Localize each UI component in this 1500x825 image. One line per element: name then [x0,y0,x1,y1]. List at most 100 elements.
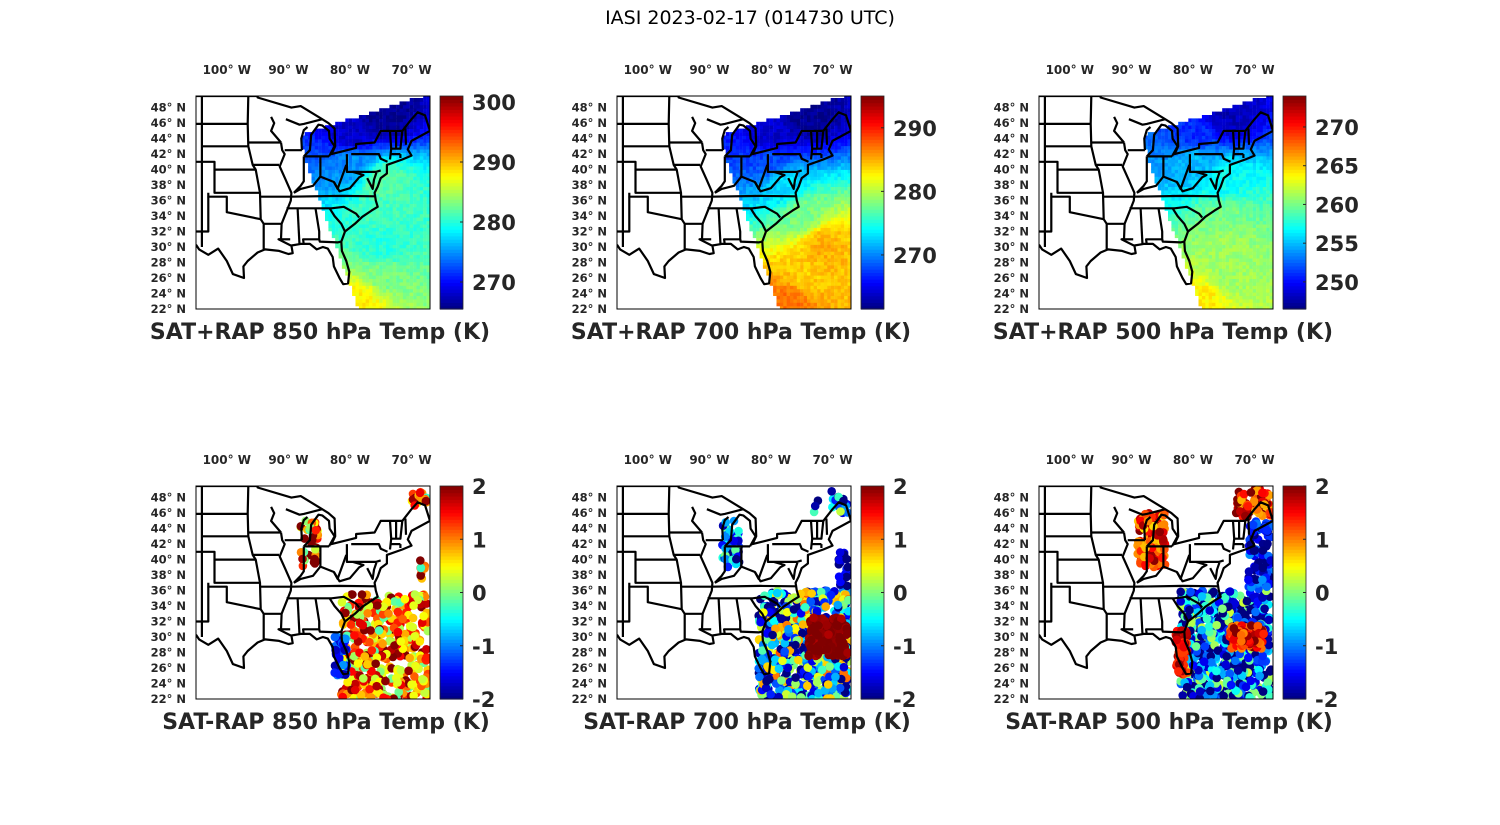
swath-cell [372,251,376,256]
swath-cell [348,268,353,273]
swath-cell [389,108,393,112]
swath-cell [820,179,825,184]
swath-cell [372,149,376,153]
swath-cell [369,162,373,167]
swath-cell [746,210,750,215]
swath-cell [382,183,387,187]
swath-cell [1208,254,1213,259]
swath-cell [827,254,831,259]
swath-cell [807,258,811,262]
swath-cell [769,135,774,140]
swath-cell [830,285,835,290]
swath-cell [1269,176,1273,181]
swath-cell [1229,200,1233,204]
swath-cell [402,200,407,204]
swath-cell [762,200,767,204]
swath-cell [725,159,730,164]
swath-cell [406,207,410,211]
swath-cell [392,241,397,245]
swath-cell [796,115,801,119]
swath-cell [348,227,353,232]
swath-cell [372,237,376,242]
swath-cell [796,190,801,194]
swath-cell [362,234,366,239]
colorbar-segment [861,285,884,290]
swath-cell [1269,251,1273,256]
lat-tick-label: 22° N [151,302,186,316]
swath-cell [1262,278,1267,283]
swath-cell [372,292,376,296]
swath-cell [776,186,781,191]
swath-cell [386,145,390,150]
swath-cell [375,237,380,242]
swath-cell [1222,278,1226,283]
swath-cell [1195,285,1199,290]
swath-cell [358,282,363,286]
swath-cell [1222,179,1226,184]
swath-cell [1188,224,1192,228]
swath-cell [372,111,376,116]
swath-cell [756,237,760,242]
swath-cell [1266,265,1270,269]
swath-cell [1184,237,1189,242]
swath-cell [776,179,781,184]
swath-cell [810,237,814,242]
swath-cell [413,132,417,136]
swath-cell [338,196,343,201]
swath-cell [1266,200,1270,204]
swath-cell [830,98,835,102]
swath-cell [382,149,387,153]
swath-cell [1188,251,1192,256]
swath-cell [1215,282,1219,286]
swath-cell [402,220,407,225]
swath-cell [413,138,417,143]
swath-cell [776,244,781,249]
swath-cell [423,220,427,225]
swath-cell [345,251,349,256]
swath-cell [365,179,370,184]
swath-cell [779,200,784,204]
boundary-line [739,239,763,244]
swath-cell [834,227,838,232]
swath-cell [413,128,417,133]
swath-cell [803,247,808,252]
swath-cell [406,224,410,228]
swath-cell [783,282,787,286]
swath-cell [328,162,332,167]
swath-cell [1174,217,1179,222]
swath-cell [779,282,784,286]
swath-cell [417,309,421,313]
swath-cell [386,149,390,153]
swath-cell [769,166,774,170]
swath-cell [345,217,349,222]
swath-cell [358,261,363,266]
swath-cell [1201,200,1206,204]
swath-cell [1195,265,1199,269]
swath-cell [1218,176,1223,181]
swath-cell [1188,230,1192,235]
swath-cell [355,237,360,242]
swath-cell [399,186,404,191]
swath-cell [769,207,774,211]
swath-cell [396,217,400,222]
swath-cell [423,149,427,153]
swath-cell [823,166,828,170]
swath-cell [331,217,336,222]
swath-cell [817,227,821,232]
swath-cell [1262,190,1267,194]
swath-cell [1218,244,1223,249]
swath-cell [338,224,343,228]
swath-cell [355,210,360,215]
colorbar-segment [861,139,884,144]
swath-cell [837,200,842,204]
swath-cell [820,176,825,181]
swath-cell [793,111,797,116]
swath-cell [331,135,336,140]
swath-cell [375,288,380,293]
swath-cell [786,135,791,140]
swath-cell [1212,213,1216,218]
swath-cell [406,292,410,296]
swath-cell [759,213,764,218]
swath-cell [352,282,356,286]
swath-cell [823,265,828,269]
